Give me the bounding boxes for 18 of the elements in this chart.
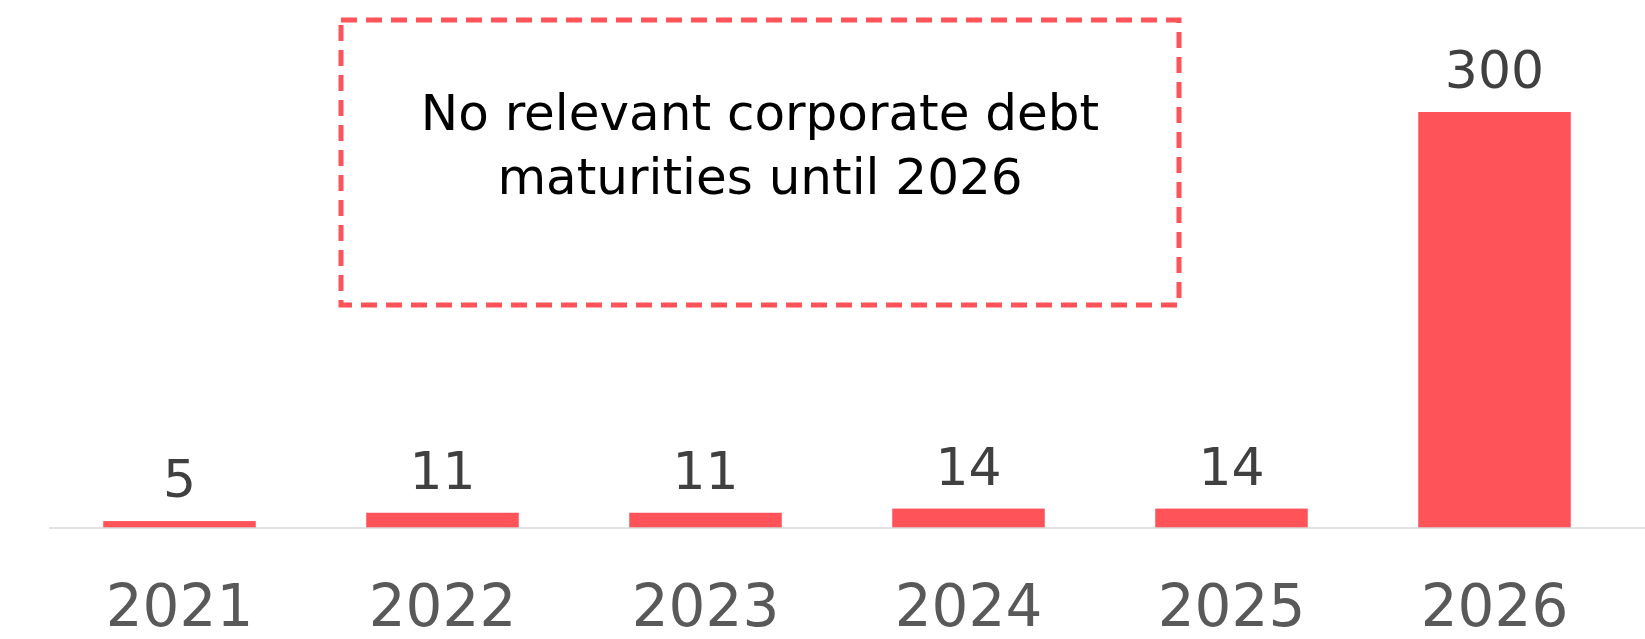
data-label: 5: [162, 449, 197, 510]
data-label: 14: [935, 436, 1002, 497]
x-tick-label: 2024: [894, 572, 1043, 639]
x-tick-label: 2026: [1420, 572, 1569, 639]
data-label: 11: [672, 440, 739, 501]
bar: [1155, 508, 1308, 528]
bar: [1418, 112, 1571, 528]
data-label: 300: [1444, 40, 1545, 100]
x-tick-label: 2025: [1157, 572, 1306, 639]
bar: [366, 512, 519, 528]
annotation: No relevant corporate debt maturities until 2026: [420, 84, 1100, 206]
data-label: 11: [409, 440, 476, 501]
data-label: 14: [1198, 436, 1265, 497]
x-tick-label: 2021: [105, 572, 254, 639]
bar: [892, 508, 1045, 528]
bar: [629, 512, 782, 528]
x-tick-label: 2023: [631, 572, 780, 639]
x-tick-label: 2022: [368, 572, 517, 639]
